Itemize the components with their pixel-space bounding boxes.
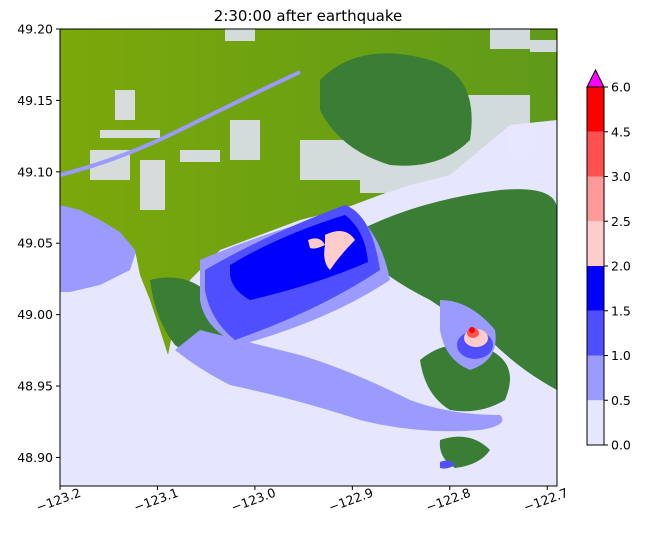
colorbar-segment xyxy=(587,131,604,177)
colorbar-tick-label: 3.0 xyxy=(611,169,631,184)
x-axis: −123.2 −123.1 −123.0 −122.9 −122.8 −122.7 xyxy=(34,485,570,515)
colorbar-segment xyxy=(587,400,604,445)
x-tick-label: −123.0 xyxy=(229,485,278,515)
chart-title: 2:30:00 after earthquake xyxy=(214,7,402,25)
colorbar-segment xyxy=(587,176,604,222)
colorbar-segment xyxy=(587,310,604,356)
axes-frame xyxy=(59,28,558,487)
colorbar-tick-label: 2.5 xyxy=(611,214,631,229)
colorbar-tick-label: 1.0 xyxy=(611,348,631,363)
highland-east xyxy=(360,189,557,390)
colorbar-segment xyxy=(587,266,604,311)
y-tick-label: 49.20 xyxy=(17,22,53,37)
colorbar-tick-label: 0.0 xyxy=(611,438,631,453)
colorbar: 0.0 0.5 1.0 1.5 2.0 2.5 3.0 4.5 6.0 xyxy=(586,68,631,453)
bay-2-to-2p5 xyxy=(324,231,355,270)
y-tick-label: 49.15 xyxy=(17,93,53,108)
highland-northeast xyxy=(320,53,472,166)
y-tick-label: 48.90 xyxy=(17,450,53,465)
y-tick-label: 49.10 xyxy=(17,164,53,179)
colorbar-segment xyxy=(587,221,604,266)
bay-2-to-2p5-b xyxy=(308,238,325,249)
y-tick-label: 49.00 xyxy=(17,307,53,322)
south-marks xyxy=(440,460,455,469)
colorbar-segment xyxy=(587,355,604,401)
y-tick-label: 48.95 xyxy=(17,379,53,394)
x-tick-label: −122.9 xyxy=(327,485,376,515)
colorbar-tick-label: 6.0 xyxy=(611,80,631,95)
hotspot-4p5-6 xyxy=(469,327,475,333)
colorbar-tick-label: 4.5 xyxy=(611,124,631,139)
x-tick-label: −123.1 xyxy=(132,485,181,515)
highland-south xyxy=(420,344,510,412)
y-axis: 48.90 48.95 49.00 49.05 49.10 49.15 49.20 xyxy=(17,22,60,465)
colorbar-segment xyxy=(587,87,604,132)
x-tick-label: −122.8 xyxy=(424,485,473,515)
fraser-river xyxy=(60,70,301,177)
colorbar-tick-label: 2.0 xyxy=(611,259,631,274)
x-tick-label: −123.2 xyxy=(34,485,83,515)
colorbar-extend-arrow xyxy=(586,68,605,88)
y-tick-label: 49.05 xyxy=(17,236,53,251)
highland-point xyxy=(439,436,490,468)
bay-outer xyxy=(175,330,503,432)
x-tick-label: −122.7 xyxy=(521,485,570,515)
colorbar-tick-label: 1.5 xyxy=(611,303,631,318)
map-area xyxy=(60,29,557,486)
colorbar-tick-label: 0.5 xyxy=(611,393,631,408)
